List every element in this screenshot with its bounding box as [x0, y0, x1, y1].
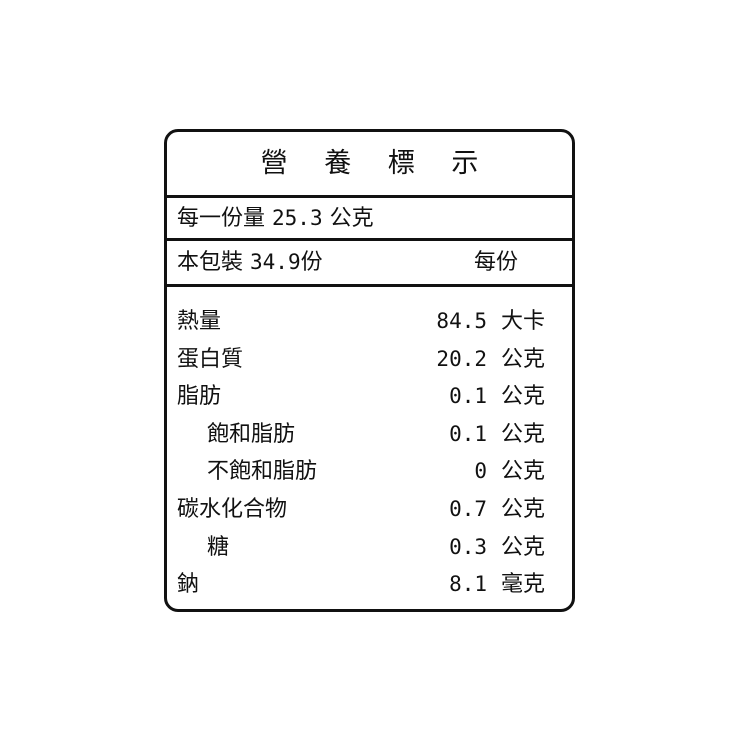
nutrient-value: 0.1 [449, 384, 487, 409]
nutrient-name: 脂肪 [177, 384, 222, 410]
nutrient-list: 熱量 84.5 大卡 蛋白質 20.2 公克 脂肪 0.1 公克 飽和脂肪 0.1 公克 不飽和脂肪 0 公… [167, 287, 572, 604]
nutrition-label: 營 養 標 示 每一份量 25.3 公克 本包裝 34.9份 每份 熱量 84.5… [164, 129, 575, 612]
serving-value: 25.3 [272, 206, 323, 230]
nutrient-name: 糖 [207, 534, 230, 560]
nutrient-value: 8.1 [449, 572, 487, 597]
nutrient-unit: 公克 [501, 459, 546, 485]
nutrient-row: 鈉 8.1 毫克 [167, 566, 572, 604]
nutrient-name: 蛋白質 [177, 346, 244, 372]
label-title: 營 養 標 示 [167, 132, 572, 198]
nutrient-name: 飽和脂肪 [207, 421, 296, 447]
per-serving-header: 每份 [474, 250, 519, 275]
nutrient-unit: 公克 [501, 496, 546, 522]
nutrient-unit: 毫克 [501, 572, 546, 598]
nutrient-unit: 大卡 [501, 309, 546, 334]
nutrient-row: 碳水化合物 0.7 公克 [167, 491, 572, 529]
nutrient-unit: 公克 [501, 534, 546, 560]
nutrient-unit: 公克 [501, 346, 546, 372]
package-unit: 份 [300, 250, 323, 275]
nutrient-value: 0 [474, 459, 487, 484]
nutrient-unit: 公克 [501, 421, 546, 447]
package-row: 本包裝 34.9份 每份 [167, 241, 572, 287]
nutrient-row: 脂肪 0.1 公克 [167, 378, 572, 416]
nutrient-row: 飽和脂肪 0.1 公克 [167, 416, 572, 454]
nutrient-name: 鈉 [177, 572, 200, 598]
nutrient-value: 84.5 [436, 309, 487, 333]
nutrient-value: 0.1 [449, 421, 487, 446]
nutrient-row: 熱量 84.5 大卡 [167, 303, 572, 341]
serving-size-row: 每一份量 25.3 公克 [167, 198, 572, 241]
nutrient-unit: 公克 [501, 384, 546, 410]
nutrient-row: 不飽和脂肪 0 公克 [167, 453, 572, 491]
nutrient-value: 20.2 [436, 346, 487, 371]
nutrient-row: 蛋白質 20.2 公克 [167, 341, 572, 379]
nutrient-value: 0.7 [449, 496, 487, 521]
package-label: 本包裝 [177, 250, 244, 275]
serving-label: 每一份量 [177, 206, 266, 231]
nutrient-row: 糖 0.3 公克 [167, 529, 572, 567]
package-value: 34.9 [250, 250, 301, 274]
nutrient-name: 碳水化合物 [177, 496, 288, 522]
nutrient-name: 不飽和脂肪 [207, 459, 318, 485]
nutrient-name: 熱量 [177, 309, 222, 334]
serving-unit: 公克 [329, 206, 374, 231]
nutrient-value: 0.3 [449, 534, 487, 559]
